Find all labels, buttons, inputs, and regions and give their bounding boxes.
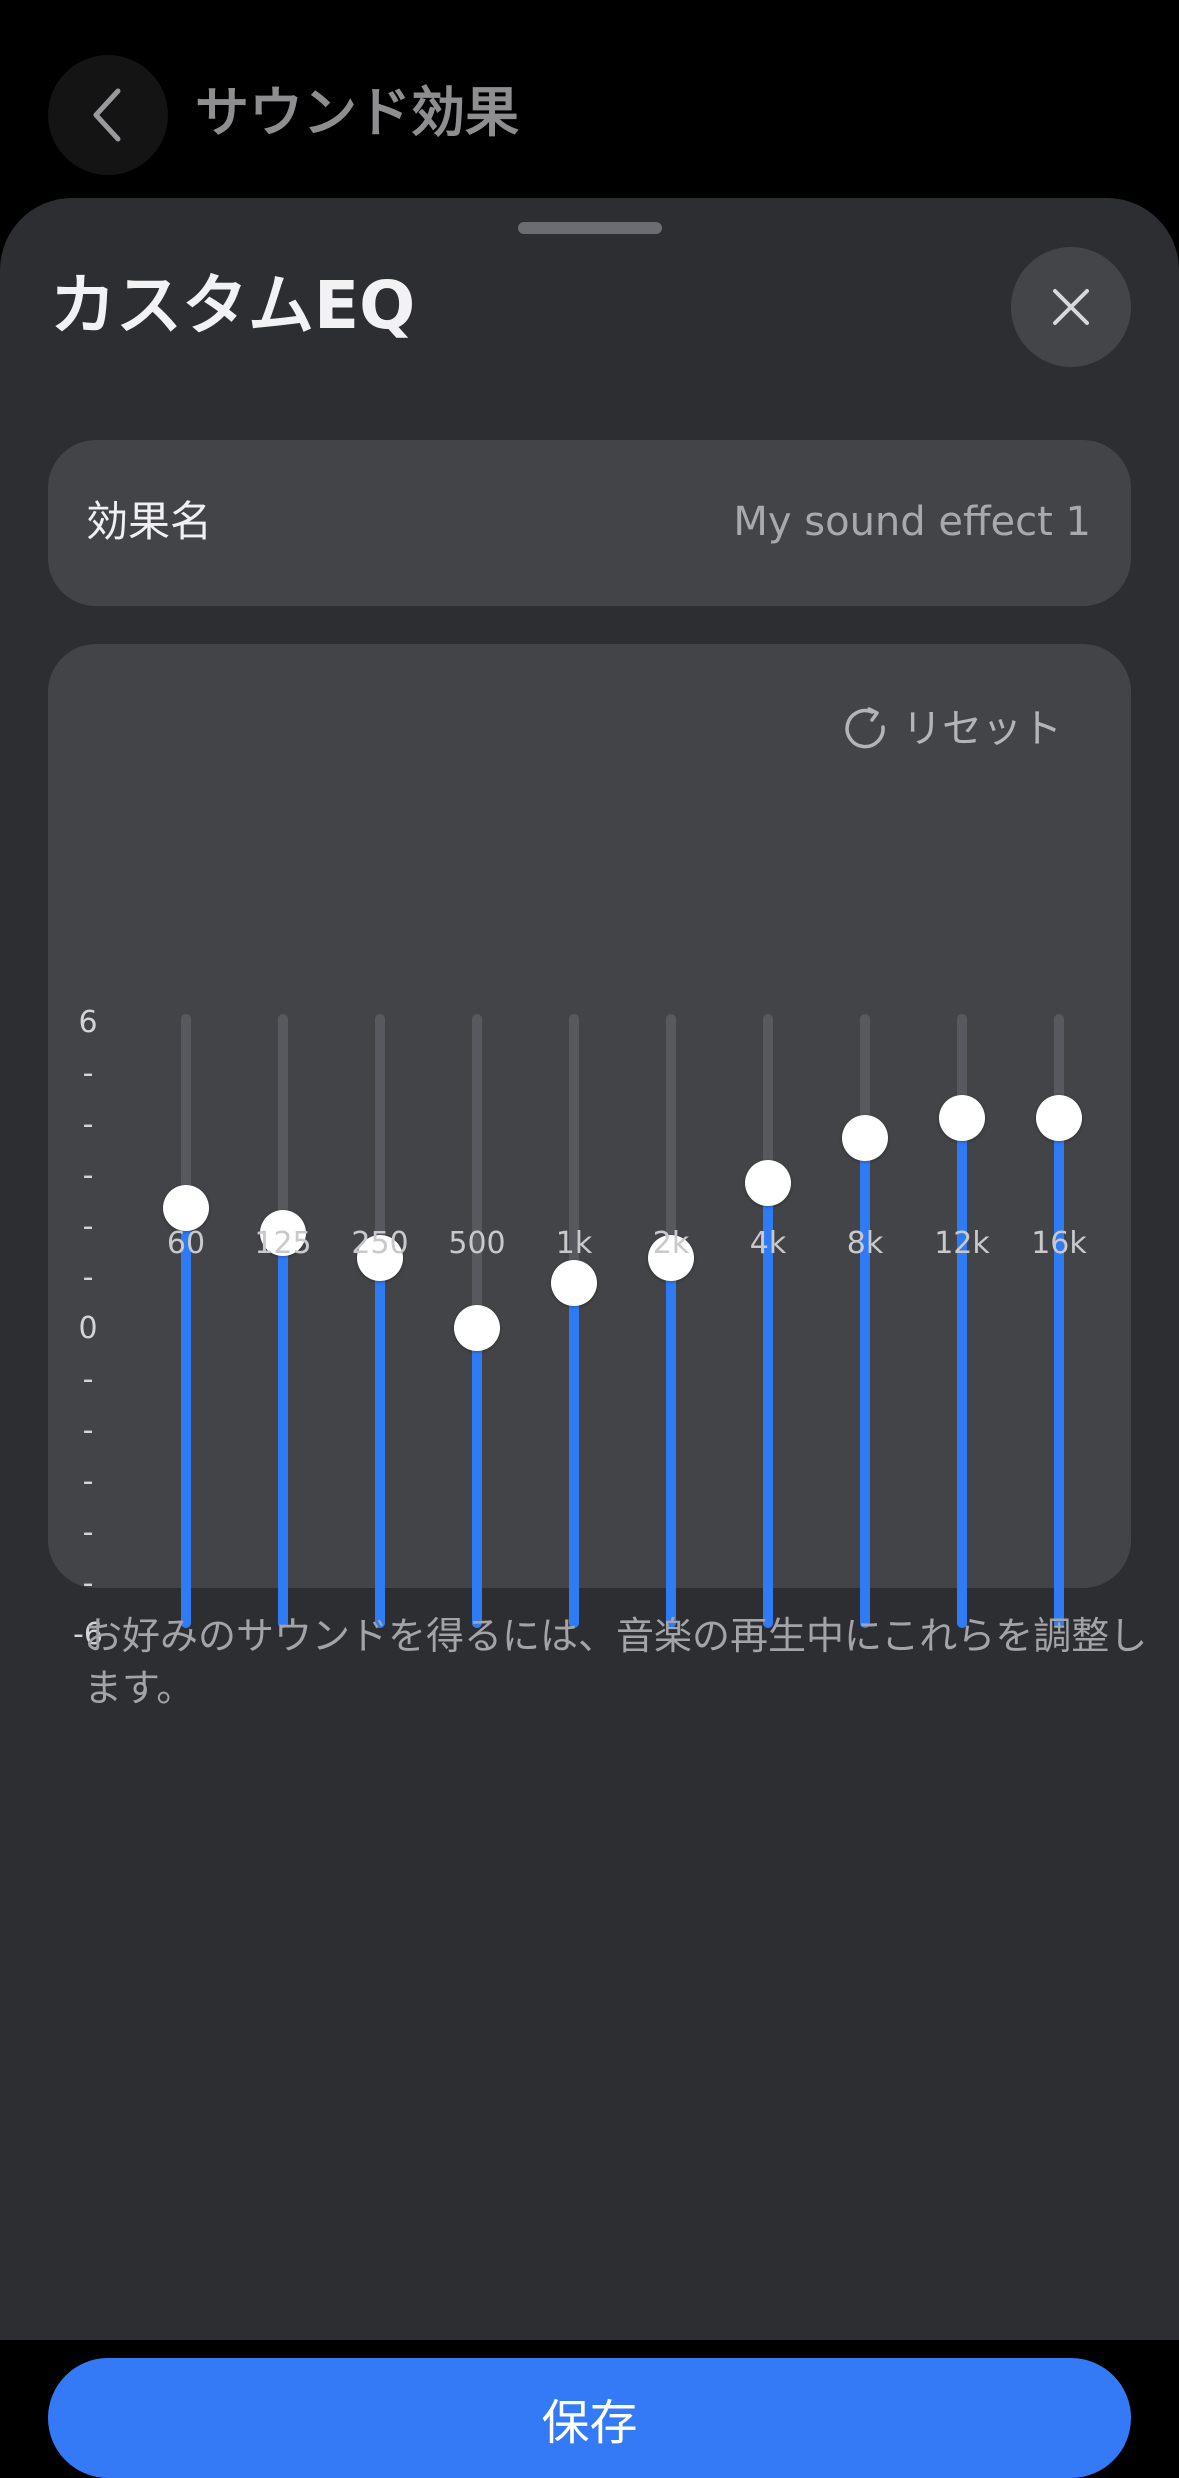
effect-name-row[interactable]: 効果名 My sound effect 1 (48, 440, 1131, 606)
eq-slider-knob[interactable] (454, 1305, 500, 1351)
page-title: サウンド効果 (195, 81, 519, 144)
y-axis-tick: - (82, 1260, 94, 1295)
eq-band-label: 12k (934, 1226, 990, 1261)
close-button[interactable] (1011, 247, 1131, 367)
eq-band-label: 250 (351, 1226, 409, 1261)
y-axis-tick: - (82, 1515, 94, 1550)
eq-slider-knob[interactable] (260, 1210, 306, 1256)
eq-band-label: 60 (166, 1226, 206, 1261)
eq-band-label: 125 (254, 1226, 312, 1261)
eq-slider-knob[interactable] (357, 1235, 403, 1281)
eq-slider-fill (472, 1328, 482, 1628)
back-button[interactable] (48, 55, 168, 175)
eq-slider-knob[interactable] (551, 1260, 597, 1306)
y-axis-label-bottom: -6 (73, 1617, 103, 1652)
save-label: 保存 (541, 2395, 638, 2451)
eq-band-label: 16k (1031, 1226, 1087, 1261)
eq-slider-knob[interactable] (745, 1160, 791, 1206)
y-axis-tick: - (82, 1209, 94, 1244)
eq-slider-fill (666, 1258, 676, 1628)
eq-slider-fill (860, 1138, 870, 1628)
eq-slider-knob[interactable] (939, 1095, 985, 1141)
eq-band-label: 2k (652, 1226, 690, 1261)
top-bar: サウンド効果 (0, 0, 1179, 200)
y-axis-tick: - (82, 1413, 94, 1448)
y-axis-tick: - (82, 1362, 94, 1397)
reset-button[interactable]: リセット (842, 699, 1062, 759)
eq-band-label: 1k (555, 1226, 593, 1261)
y-axis-tick: - (82, 1107, 94, 1142)
eq-slider-knob[interactable] (842, 1115, 888, 1161)
eq-slider-knob[interactable] (648, 1235, 694, 1281)
eq-slider-fill (957, 1118, 967, 1628)
eq-slider-fill (278, 1233, 288, 1628)
eq-band-label: 4k (749, 1226, 787, 1261)
eq-slider-knob[interactable] (1036, 1095, 1082, 1141)
hint-text: お好みのサウンドを得るには、音楽の再生中にこれらを調整します。 (84, 1614, 1148, 1710)
eq-slider-fill (375, 1258, 385, 1628)
save-button[interactable]: 保存 (48, 2358, 1131, 2478)
eq-slider-fill (763, 1183, 773, 1628)
effect-name-field[interactable]: My sound effect 1 (733, 499, 1091, 545)
y-axis-tick: - (82, 1566, 94, 1601)
y-axis-tick: - (82, 1464, 94, 1499)
reset-label: リセット (902, 706, 1062, 752)
y-axis-tick: - (82, 1158, 94, 1193)
eq-band-label: 8k (846, 1226, 884, 1261)
effect-name-label: 効果名 (86, 497, 213, 546)
y-axis-label-top: 6 (78, 1005, 98, 1040)
sheet-drag-handle[interactable] (518, 222, 662, 234)
reset-icon (845, 707, 885, 749)
eq-slider-fill (569, 1283, 579, 1628)
chevron-left-icon (93, 88, 121, 142)
close-icon (1053, 289, 1089, 325)
y-axis-tick: - (82, 1056, 94, 1091)
eq-slider-fill (1054, 1118, 1064, 1628)
eq-band-label: 500 (448, 1226, 506, 1261)
custom-eq-sheet: カスタムEQ 効果名 My sound effect 1 リセット 6 - - … (0, 198, 1179, 2478)
eq-slider-knob[interactable] (163, 1185, 209, 1231)
sheet-title: カスタムEQ (50, 267, 416, 344)
eq-slider-fill (181, 1208, 191, 1628)
y-axis-label-zero: 0 (78, 1311, 98, 1346)
equalizer-panel: リセット 6 - - - - - 0 - - - - - -6 60 125 250… (48, 644, 1131, 1652)
